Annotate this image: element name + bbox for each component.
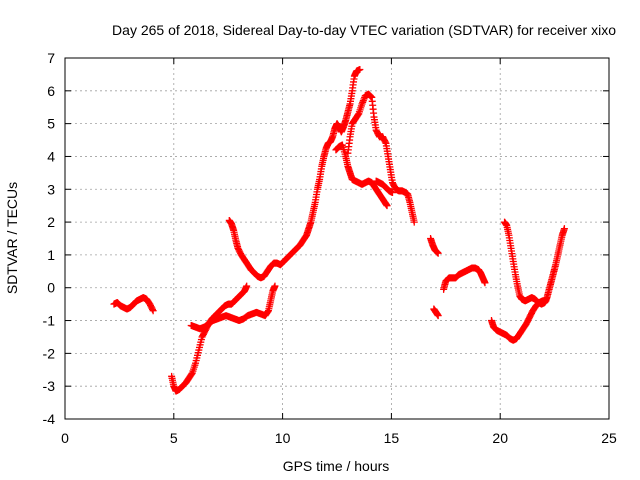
y-tick-label: 7 [47, 50, 55, 66]
x-tick-label: 15 [384, 430, 400, 446]
data-point [381, 138, 389, 146]
data-point [358, 100, 366, 108]
data-point [356, 65, 364, 73]
y-tick-label: 4 [47, 148, 55, 164]
data-point [360, 95, 368, 103]
y-tick-label: -1 [43, 313, 56, 329]
data-point [434, 249, 442, 257]
x-axis-title: GPS time / hours [283, 458, 390, 474]
y-tick-label: -2 [43, 345, 56, 361]
y-tick-label: -4 [43, 411, 56, 427]
y-tick-label: 1 [47, 247, 55, 263]
y-tick-label: 6 [47, 83, 55, 99]
x-tick-label: 10 [275, 430, 291, 446]
data-point [367, 92, 375, 100]
x-tick-label: 25 [601, 430, 617, 446]
series-segment-3 [187, 282, 279, 333]
y-tick-label: -3 [43, 378, 56, 394]
series-segment-4 [225, 65, 364, 282]
series-segment-7 [372, 177, 396, 197]
series-segment-2 [168, 282, 251, 395]
series-segment-8 [427, 235, 442, 257]
data-point [243, 282, 251, 290]
data-point [434, 249, 442, 257]
data-point [359, 98, 367, 106]
y-tick-label: 3 [47, 181, 55, 197]
tick-layer: 0 5 10 15 20 25 -4 -3 -2 -1 0 1 2 3 4 5 6 7 [43, 50, 617, 446]
x-tick-label: 5 [170, 430, 178, 446]
series-segment-12 [501, 218, 568, 308]
data-point [433, 248, 441, 256]
data-point [434, 312, 442, 320]
series-segment-6 [344, 90, 418, 226]
x-tick-label: 20 [492, 430, 508, 446]
y-axis-title: SDTVAR / TECUs [4, 182, 20, 294]
data-point [481, 279, 489, 287]
series-segment-9 [430, 305, 442, 320]
data-point [560, 225, 568, 233]
data-points-layer [110, 65, 568, 395]
series-segment-1 [110, 294, 157, 315]
data-point [410, 218, 418, 226]
data-point [148, 305, 156, 313]
x-tick-label: 0 [61, 430, 69, 446]
y-tick-label: 2 [47, 214, 55, 230]
chart-title: Day 265 of 2018, Sidereal Day-to-day VTE… [112, 22, 616, 38]
data-point [367, 93, 375, 101]
data-point [149, 307, 157, 315]
plot-frame [64, 57, 610, 420]
y-tick-label: 0 [47, 280, 55, 296]
series-segment-5 [332, 141, 391, 210]
grid-layer [65, 58, 609, 419]
data-point [271, 282, 279, 290]
data-point [383, 202, 391, 210]
data-point [359, 97, 367, 105]
series-segment-10 [440, 264, 489, 293]
data-point [388, 189, 396, 197]
y-tick-label: 5 [47, 116, 55, 132]
